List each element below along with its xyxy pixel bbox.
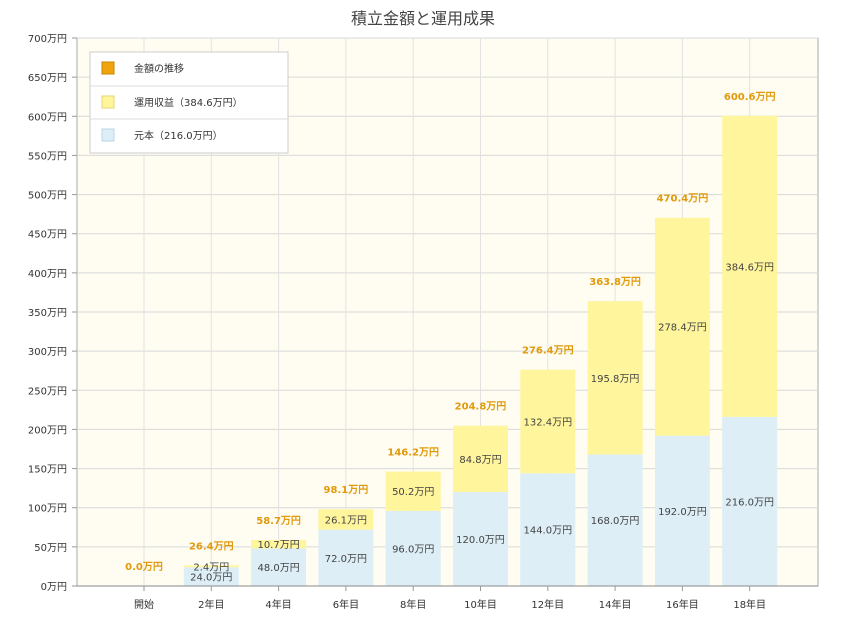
bar-principal — [385, 510, 441, 586]
y-tick-label: 650万円 — [28, 73, 67, 84]
bar-total-label: 600.6万円 — [724, 91, 776, 103]
bar-returns-label: 50.2万円 — [392, 487, 434, 498]
y-tick-label: 150万円 — [28, 465, 67, 476]
bar-principal-label: 192.0万円 — [658, 507, 707, 518]
bar-total-label: 276.4万円 — [522, 345, 574, 357]
bar-total-label: 470.4万円 — [657, 193, 709, 205]
y-tick-label: 700万円 — [28, 34, 67, 45]
bar-total-label: 98.1万円 — [324, 484, 369, 496]
x-tick-label: 8年目 — [400, 598, 426, 611]
y-tick-label: 100万円 — [28, 504, 67, 515]
x-tick-label: 10年目 — [464, 598, 497, 611]
bar-principal-label: 96.0万円 — [392, 544, 434, 555]
bar-principal-label: 24.0万円 — [190, 573, 232, 584]
y-tick-label: 450万円 — [28, 230, 67, 241]
legend-label-returns: 運用収益（384.6万円） — [134, 96, 243, 109]
bar-principal-label: 72.0万円 — [325, 554, 367, 565]
bar-total-label: 26.4万円 — [189, 540, 234, 552]
bar-returns-label: 84.8万円 — [459, 455, 501, 466]
bar-returns — [587, 301, 643, 455]
bar-returns-label: 2.4万円 — [193, 562, 229, 573]
x-tick-label: 14年目 — [599, 598, 632, 611]
legend-label-principal: 元本（216.0万円） — [134, 129, 223, 142]
chart-title: 積立金額と運用成果 — [351, 9, 495, 28]
bar-returns-label: 195.8万円 — [591, 374, 640, 385]
bar-returns — [251, 540, 307, 549]
legend: 金額の推移 運用収益（384.6万円） 元本（216.0万円） — [89, 51, 289, 154]
y-tick-label: 250万円 — [28, 386, 67, 397]
y-tick-label: 550万円 — [28, 151, 67, 162]
bar-principal — [183, 567, 239, 586]
bar-total-label: 58.7万円 — [256, 515, 301, 527]
x-tick-label: 16年目 — [666, 598, 699, 611]
y-tick-label: 0万円 — [41, 582, 67, 593]
bars-layer — [183, 115, 778, 586]
y-tick-label: 50万円 — [34, 543, 67, 554]
bar-returns-label: 132.4万円 — [523, 417, 572, 428]
bar-principal — [453, 492, 508, 586]
x-tick-label: 6年目 — [333, 598, 359, 611]
y-tick-label: 200万円 — [28, 425, 67, 436]
bar-principal — [520, 473, 576, 586]
bar-principal — [722, 416, 778, 586]
x-tick-label: 開始 — [134, 598, 154, 611]
bar-total-label: 146.2万円 — [387, 447, 439, 459]
bar-principal — [587, 454, 643, 586]
bar-principal — [654, 435, 710, 586]
bar-principal-label: 144.0万円 — [523, 526, 572, 537]
y-tick-label: 500万円 — [28, 191, 67, 202]
bar-returns-label: 384.6万円 — [725, 262, 774, 273]
bar-returns — [183, 565, 239, 568]
bar-returns-label: 26.1万円 — [325, 515, 367, 526]
x-tick-label: 2年目 — [198, 598, 224, 611]
bar-principal — [318, 529, 374, 586]
legend-swatch-returns — [101, 95, 115, 109]
bar-principal-label: 120.0万円 — [456, 535, 505, 546]
bar-returns — [520, 369, 576, 474]
bar-returns-label: 278.4万円 — [658, 323, 707, 334]
bar-returns-label: 10.7万円 — [257, 540, 299, 551]
bar-principal-label: 48.0万円 — [257, 563, 299, 574]
x-tick-label: 12年目 — [531, 598, 564, 611]
y-tick-label: 600万円 — [28, 112, 67, 123]
bar-principal — [251, 548, 307, 586]
bar-principal-label: 216.0万円 — [725, 497, 774, 508]
bar-returns — [385, 471, 441, 511]
axis-layer: 0万円 50万円 100万円 150万円 200万円 250万円 300万円 350万円 400… — [28, 34, 818, 611]
bar-returns — [453, 425, 508, 493]
y-tick-label: 400万円 — [28, 269, 67, 280]
x-tick-label: 18年目 — [733, 598, 766, 611]
legend-box — [89, 51, 289, 154]
legend-label-totals: 金額の推移 — [134, 62, 184, 75]
bar-total-label: 363.8万円 — [589, 276, 641, 288]
y-tick-label: 300万円 — [28, 347, 67, 358]
bar-total-label: 204.8万円 — [455, 401, 507, 413]
y-tick-label: 350万円 — [28, 308, 67, 319]
bar-returns — [318, 509, 374, 530]
legend-swatch-principal — [101, 128, 115, 142]
legend-swatch-totals — [101, 61, 115, 75]
bar-total-label: 0.0万円 — [125, 561, 163, 573]
bar-returns — [722, 115, 778, 417]
bar-principal-label: 168.0万円 — [591, 516, 640, 527]
x-tick-label: 4年目 — [265, 598, 291, 611]
bar-returns — [654, 217, 710, 436]
